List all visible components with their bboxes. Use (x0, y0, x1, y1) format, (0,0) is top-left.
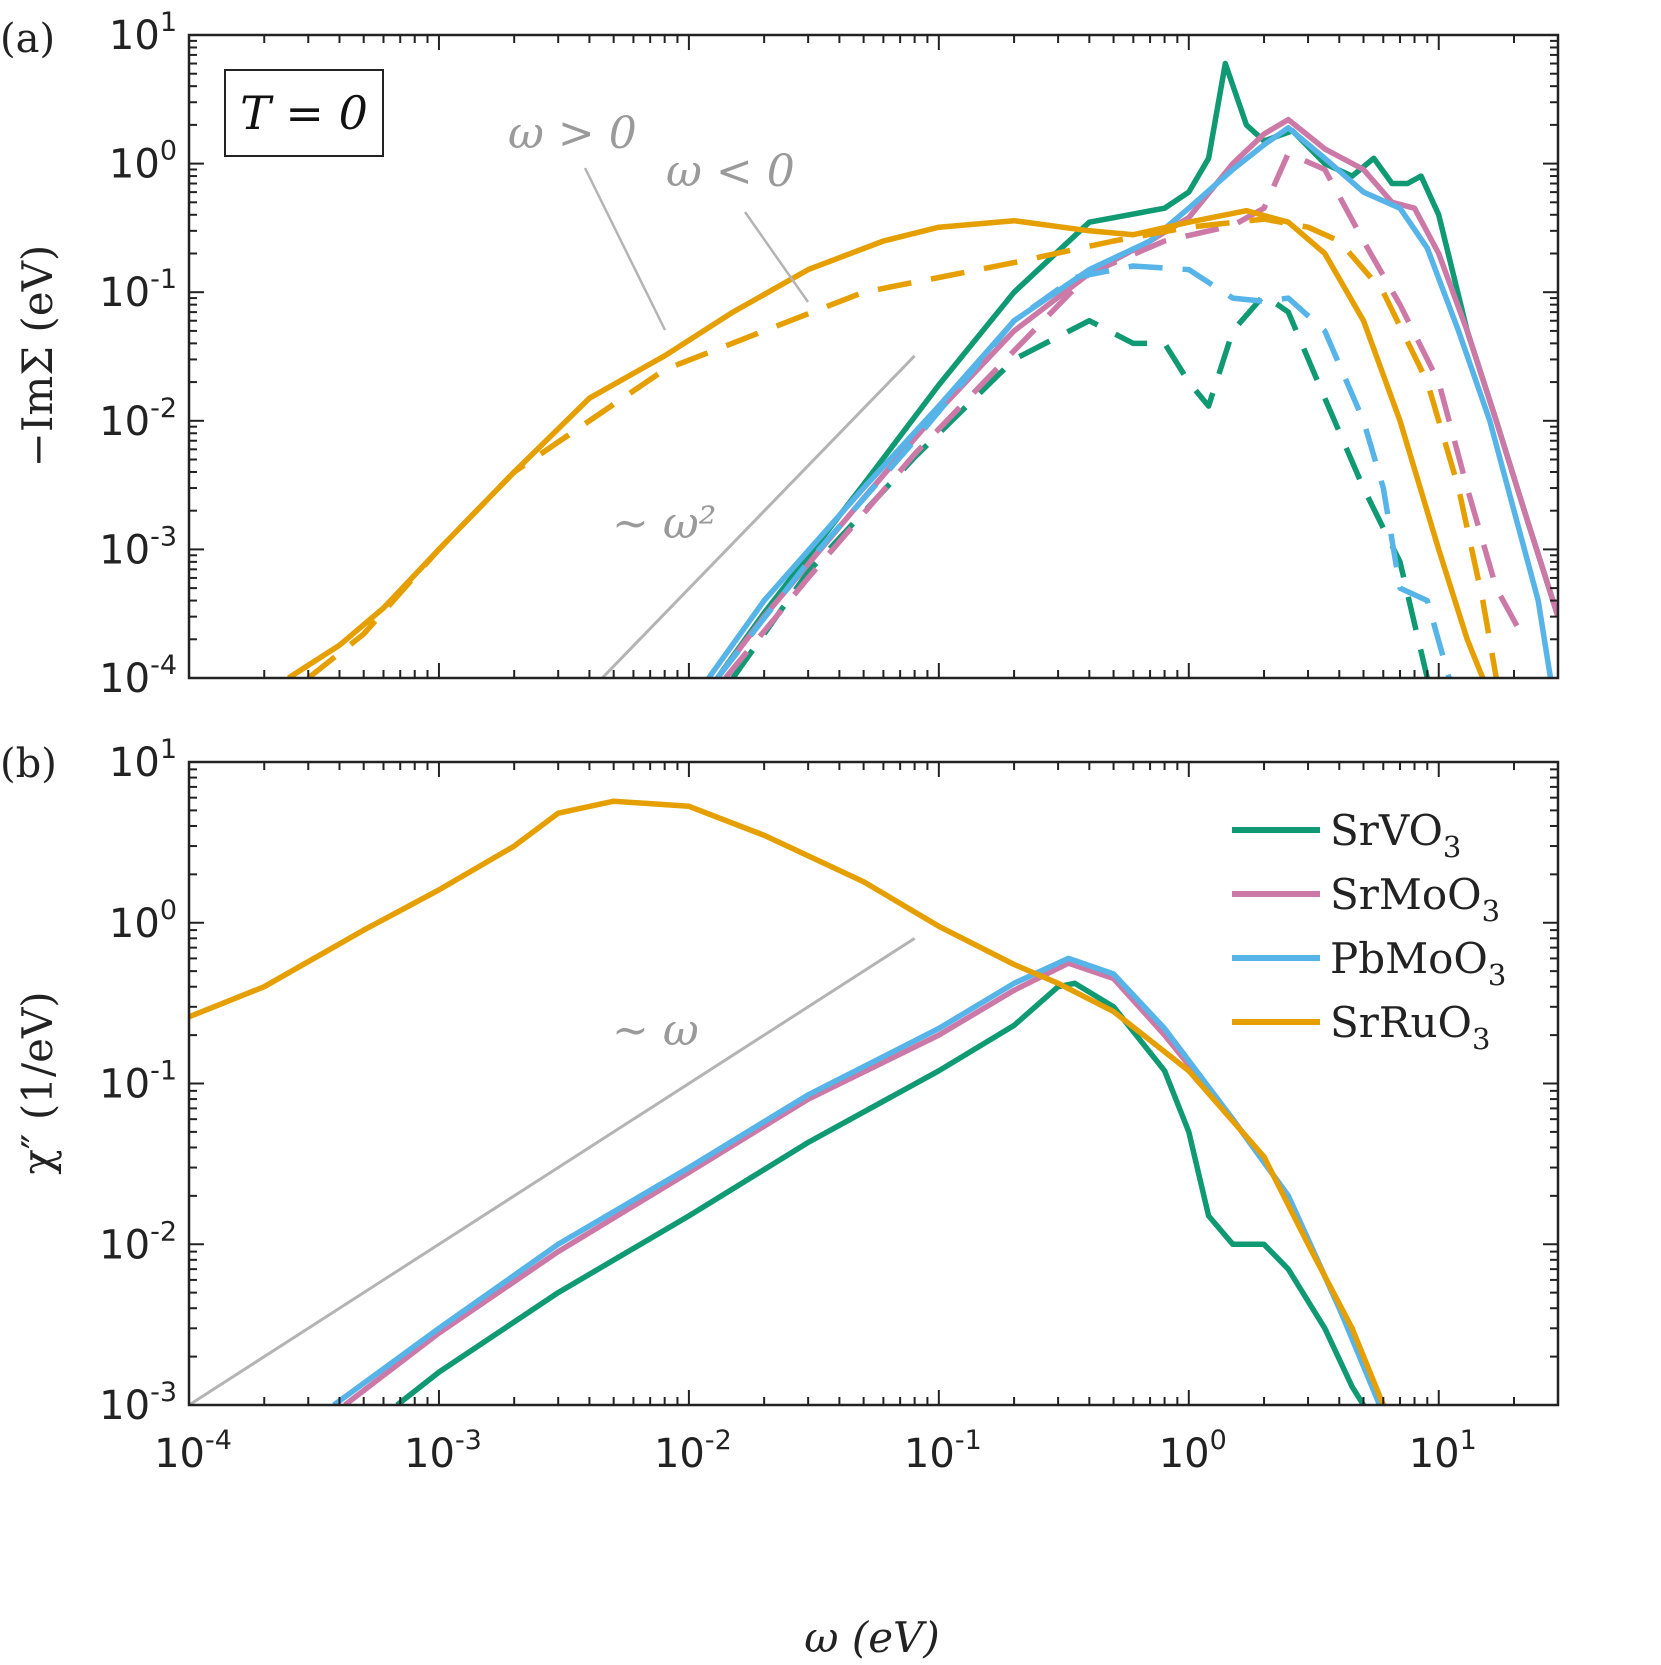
panel-b-reference-line (189, 937, 916, 1405)
panel-b-y-tick-label: 101 (109, 734, 177, 786)
temperature-box: T = 0 (224, 69, 384, 157)
panel-a-frame (187, 33, 1560, 680)
panel-a-label: (a) (0, 16, 55, 62)
panel-a-series-srruo3-dashed (306, 216, 1500, 678)
x-tick-label: 10-2 (654, 1425, 732, 1477)
panel-a-series-srruo3 (287, 207, 1486, 678)
panel-b-y-tick-label: 100 (109, 895, 177, 947)
panel-a-axes: 10-4 10-3 10-2 10-1 100 101 (99, 7, 1559, 702)
panel-a-y-tick-label: 10-2 (99, 393, 177, 445)
x-tick-label: 101 (1409, 1425, 1477, 1477)
panel-a-y-tick-label: 10-3 (99, 521, 177, 573)
x-tick-label: 10-1 (904, 1425, 982, 1477)
legend: SrVO3 SrMoO3 PbMoO3 SrRuO3 (1232, 806, 1506, 1056)
panel-a-series-pbmoo3-dashed (715, 263, 1452, 678)
panel-b-y-tick-label: 10-1 (99, 1056, 177, 1108)
panel-a-y-tick-label: 10-1 (99, 264, 177, 316)
temperature-label: T = 0 (240, 86, 368, 140)
panel-a-plot-area (287, 60, 1558, 678)
panel-a-y-tick-label: 100 (109, 136, 177, 188)
legend-label-pbmoo3: PbMoO3 (1330, 934, 1506, 992)
annotation-omega-squared: ∼ ω² (612, 498, 716, 549)
panel-b-label: (b) (0, 741, 57, 787)
panel-b-y-tick-label: 10-3 (99, 1377, 177, 1429)
legend-label-srvo3: SrVO3 (1330, 806, 1461, 864)
panel-a-series-srmoo3-dashed (723, 150, 1527, 678)
pointer-omega-negative (743, 211, 810, 303)
panel-a-y-tick-label: 10-4 (99, 650, 177, 702)
panel-a-series-pbmoo3 (706, 125, 1554, 678)
x-axis-title: ω (eV) (804, 1613, 940, 1662)
panel-b-series-srruo3 (189, 798, 1386, 1405)
legend-label-srmoo3: SrMoO3 (1330, 870, 1500, 928)
panel-a-y-tick-label: 101 (109, 7, 177, 59)
panel-b-series-srvo3 (395, 980, 1366, 1405)
panel-a-series-srmoo3 (715, 116, 1558, 678)
x-tick-label: 10-4 (154, 1425, 232, 1477)
pointer-omega-positive (583, 167, 667, 331)
panel-a-y-axis-title: −ImΣ (eV) (13, 245, 62, 468)
panel-a-reference-line (601, 354, 916, 678)
panel-b-y-tick-label: 10-2 (99, 1216, 177, 1268)
panel-b-y-axis-title: χ″ (1/eV) (13, 991, 62, 1174)
panel-b-plot-area (189, 798, 1386, 1405)
x-tick-label: 100 (1159, 1425, 1227, 1477)
annotation-omega-positive: ω > 0 (508, 108, 637, 159)
panel-a: (a) 10-4 10-3 10-2 10-1 100 101 T = 0 ω > 0 ω… (0, 7, 1560, 702)
panel-a-series-srvo3-dashed (730, 292, 1430, 678)
annotation-omega-linear: ∼ ω (612, 1005, 699, 1056)
panel-b-series-srmoo3 (343, 960, 1386, 1405)
legend-label-srruo3: SrRuO3 (1330, 998, 1490, 1056)
panel-b-frame (187, 760, 1560, 1407)
x-tick-label: 10-3 (404, 1425, 482, 1477)
annotation-omega-negative: ω < 0 (666, 146, 795, 197)
